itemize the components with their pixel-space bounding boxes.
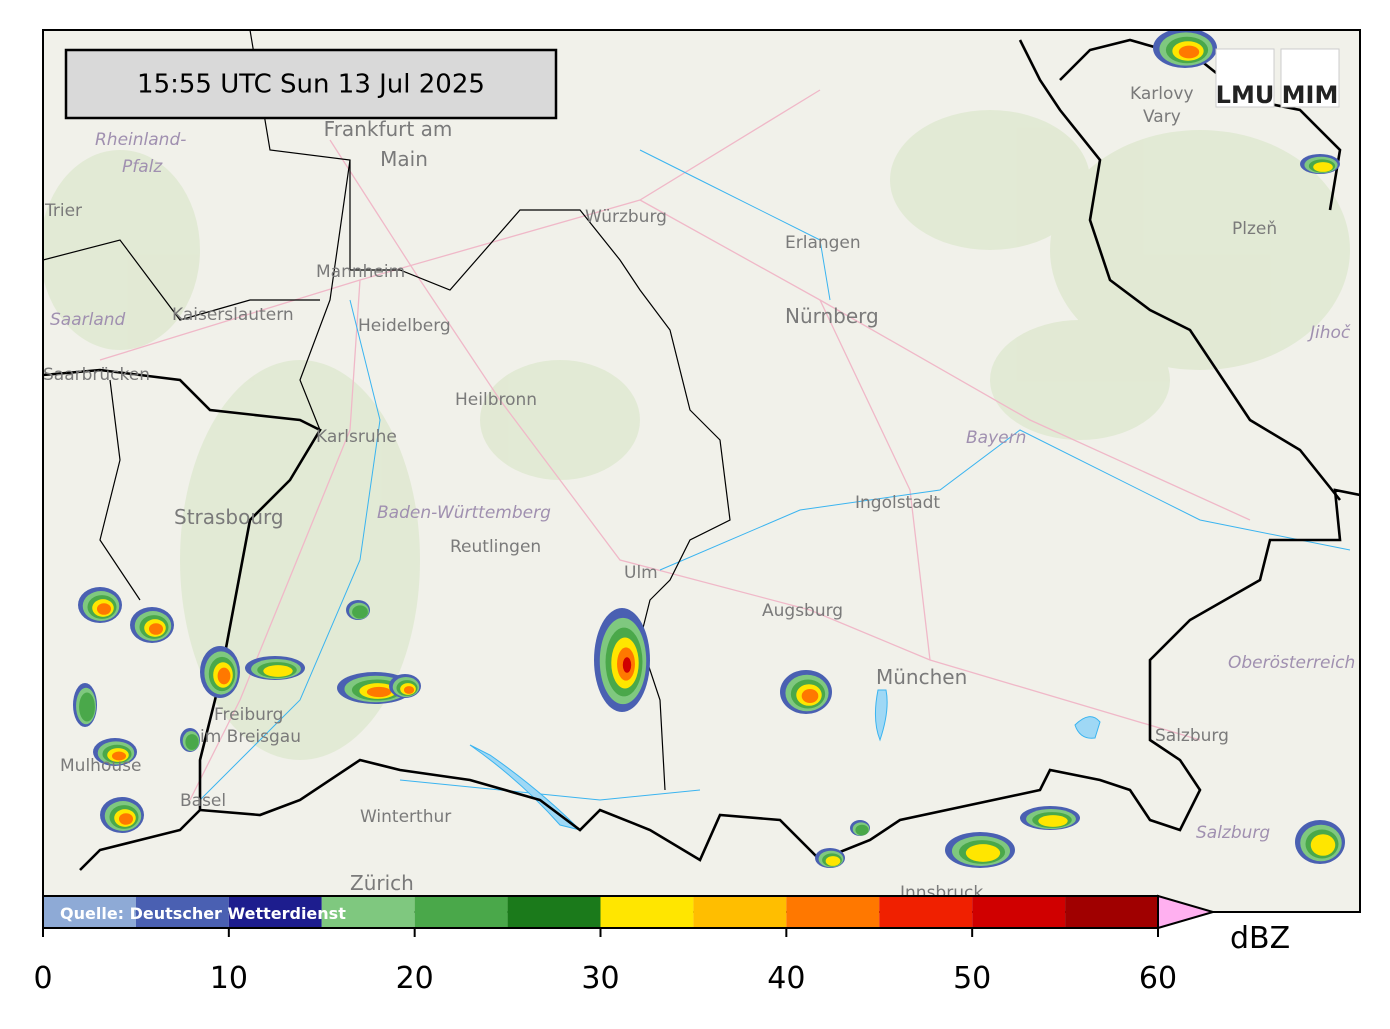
map: Frankfurt am Main Rheinland- Pfalz Trier… [43,30,1360,912]
city-label: Karlovy [1130,84,1194,104]
radar-echo [185,734,199,750]
city-label: Kaiserslautern [172,305,294,325]
radar-echo [118,813,134,825]
colorbar-segment [1065,896,1158,928]
radar-echo [1178,45,1200,59]
colorbar-segment [43,896,136,928]
radar-echo [1038,815,1068,827]
colorbar-segment [972,896,1066,928]
city-label: Main [380,147,428,171]
colorbar-segment [228,896,322,928]
radar-echo [79,692,95,722]
radar-echo [1313,162,1333,172]
colorbar-tick-label: 60 [1139,961,1177,996]
logo [1215,48,1275,108]
state-borders [43,30,731,791]
city-label: Nürnberg [785,304,879,328]
city-label: Mannheim [316,262,405,282]
map-labels: Frankfurt am Main Rheinland- Pfalz Trier… [43,84,1355,903]
lake [874,689,888,742]
city-label: Augsburg [762,601,843,621]
timestamp-box [64,48,558,120]
colorbar-segment [786,896,880,928]
colorbar: 0 10 20 30 40 50 60 dBZ [33,894,1290,996]
region-label: Salzburg [1196,823,1270,843]
colorbar-unit: dBZ [1230,921,1290,956]
radar-echo [622,657,632,673]
roads [99,89,1251,801]
forest-areas [43,110,1350,760]
radar-echo [111,751,127,761]
city-label: Würzburg [585,207,667,227]
city-label: Salzburg [1155,726,1229,746]
radar-echo [403,686,415,694]
city-label: Trier [44,201,82,221]
city-label: im Breisgau [200,727,301,747]
city-label: Freiburg [214,705,283,725]
region-label: Bayern [966,428,1026,448]
city-label: München [876,665,967,689]
source-label: Quelle: Deutscher Wetterdienst [60,904,346,923]
colorbar-segment [135,896,229,928]
city-label: Saarbrücken [43,365,150,385]
radar-echo [263,665,293,677]
city-label: Basel [180,791,226,811]
colorbar-segment [507,896,601,928]
logo-text: MIM [1282,81,1339,109]
colorbar-segment [693,896,787,928]
colorbar-segment [321,896,415,928]
city-label: Zürich [350,871,414,895]
colorbar-tick-label: 40 [767,961,805,996]
logo [1280,48,1340,108]
colorbar-tick-label: 50 [953,961,991,996]
radar-echo [366,686,392,698]
city-label: Strasbourg [174,505,284,529]
radar-echo [965,844,1001,862]
radar-echo [148,623,164,635]
region-label: Saarland [50,310,126,330]
city-label: Vary [1143,107,1181,127]
radar-echo [352,605,368,619]
city-label: Heilbronn [455,390,537,410]
radar-echo [1310,834,1336,856]
radar-echo [855,824,869,836]
region-label: Oberösterreich [1228,653,1355,673]
radar-echoes [73,30,1345,868]
city-label: Frankfurt am [324,117,453,141]
region-label: Jihoč [1307,323,1351,343]
radar-echo [217,667,231,685]
radar-echo [96,603,112,615]
timestamp: 15:55 UTC Sun 13 Jul 2025 [137,70,485,100]
rivers [199,149,1351,801]
region-label: Baden-Württemberg [377,503,551,523]
city-label: Ingolstadt [855,493,940,513]
city-label: Winterthur [360,807,451,827]
region-label: Pfalz [122,157,163,177]
colorbar-segment [600,896,694,928]
colorbar-tick-label: 20 [396,961,434,996]
region-label: Rheinland- [95,130,186,150]
colorbar-tick-label: 0 [33,961,52,996]
radar-echo [801,688,819,704]
radar-echo [825,856,841,866]
colorbar-segment [414,896,508,928]
city-label: Mulhouse [60,756,141,776]
logo-text: LMU [1216,81,1275,109]
colorbar-tick-label: 10 [210,961,248,996]
lake [1074,716,1101,739]
city-label: Karlsruhe [316,427,397,447]
colorbar-tick-label: 30 [581,961,619,996]
city-label: Reutlingen [450,537,541,557]
city-label: Ulm [624,563,658,583]
city-label: Heidelberg [358,316,451,336]
city-label: Erlangen [785,233,861,253]
colorbar-segment [879,896,973,928]
city-label: Plzeň [1232,219,1277,239]
